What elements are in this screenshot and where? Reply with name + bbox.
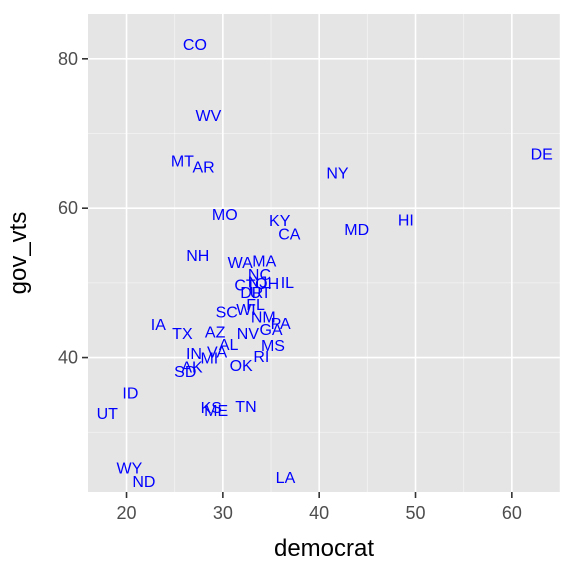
point-label-nm: NM: [251, 309, 276, 326]
point-label-nd: ND: [132, 474, 155, 491]
point-label-ri: RI: [253, 349, 269, 366]
point-label-ny: NY: [326, 165, 349, 182]
y-tick-label: 80: [58, 49, 78, 69]
major-grid: [88, 14, 560, 492]
point-label-ut: UT: [250, 285, 272, 302]
y-axis-title: gov_vts: [5, 212, 32, 295]
point-label-hi: HI: [398, 212, 414, 229]
point-label-sd: SD: [174, 364, 196, 381]
y-tick-label: 60: [58, 198, 78, 218]
point-label-il: IL: [281, 275, 294, 292]
x-axis: 20 30 40 50 60: [117, 492, 522, 523]
point-label-wa: WA: [228, 255, 254, 272]
point-label-wi: WI: [236, 302, 256, 319]
point-label-nc: NC: [248, 267, 271, 284]
x-tick-label: 60: [502, 503, 522, 523]
point-label-mt: MT: [171, 153, 194, 170]
point-label-ms: MS: [261, 338, 285, 355]
x-tick-label: 50: [405, 503, 425, 523]
x-axis-title: democrat: [274, 535, 374, 562]
point-label-mi: MI: [200, 351, 218, 368]
y-axis: 40 60 80: [58, 49, 88, 368]
point-label-co: CO: [183, 37, 207, 54]
point-label-la: LA: [276, 470, 296, 487]
point-label-de: DE: [531, 147, 553, 164]
point-label-in: IN: [186, 346, 202, 363]
minor-grid: [88, 14, 561, 492]
point-label-md: MD: [344, 222, 369, 239]
point-label-nh: NH: [186, 248, 209, 265]
point-label-ca: CA: [278, 227, 301, 244]
point-label-fl: FL: [246, 297, 265, 314]
point-label-va: VA: [207, 345, 227, 362]
point-label-ut: UT: [97, 406, 119, 423]
x-tick-label: 20: [117, 503, 137, 523]
point-label-ia: IA: [151, 317, 166, 334]
point-label-wv: WV: [196, 108, 222, 125]
point-label-me: ME: [204, 403, 228, 420]
x-tick-label: 30: [213, 503, 233, 523]
point-label-ok: OK: [230, 358, 253, 375]
point-label-tn: TN: [235, 399, 256, 416]
point-label-ak: AK: [181, 360, 203, 377]
point-label-nj: NJ: [248, 274, 268, 291]
point-label-mo: MO: [212, 207, 238, 224]
point-label-pa: PA: [271, 316, 291, 333]
point-label-wy: WY: [117, 460, 143, 477]
point-label-nv: NV: [237, 326, 260, 343]
point-label-ga: GA: [259, 322, 282, 339]
point-label-al: AL: [219, 337, 239, 354]
x-tick-label: 40: [309, 503, 329, 523]
y-tick-label: 40: [58, 348, 78, 368]
point-label-az: AZ: [205, 324, 226, 341]
point-label-tx: TX: [172, 326, 193, 343]
point-label-ks: KS: [201, 400, 222, 417]
point-label-ma: MA: [252, 253, 276, 270]
point-label-id: ID: [122, 386, 138, 403]
point-label-oh: OH: [255, 276, 279, 293]
point-label-ar: AR: [192, 159, 214, 176]
point-label-ct: CT: [234, 277, 256, 294]
point-label-sc: SC: [216, 304, 238, 321]
point-label-ky: KY: [269, 213, 291, 230]
point-label-dr: DR: [240, 285, 263, 302]
plot-panel: [88, 14, 560, 492]
